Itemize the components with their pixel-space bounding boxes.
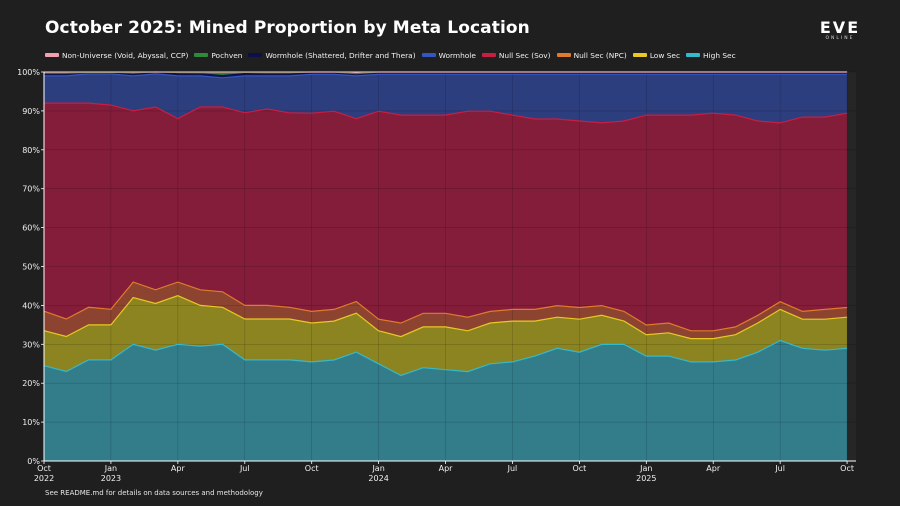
legend-swatch — [194, 53, 209, 57]
legend-label: Wormhole — [438, 50, 476, 60]
x-tick-label: Oct — [840, 464, 854, 473]
y-tick-label: 20% — [22, 379, 40, 388]
logo-main-text: EVE — [819, 18, 861, 37]
chart-legend: Non-Universe (Void, Abyssal, CCP) Pochven… — [45, 49, 742, 61]
legend-swatch — [45, 53, 59, 57]
chart-title: October 2025: Mined Proportion by Meta L… — [45, 18, 530, 38]
y-tick-label: 90% — [22, 107, 40, 116]
legend-label: Null Sec (Sov) — [498, 50, 551, 60]
line-wormhole — [44, 73, 848, 79]
y-tick-label: 80% — [22, 146, 40, 155]
legend-swatch — [686, 53, 701, 57]
x-tick-label: Jan — [371, 464, 384, 473]
x-tick-year: 2023 — [101, 474, 121, 483]
legend-swatch — [248, 53, 263, 57]
eve-online-logo: EVE ONLINE — [813, 20, 867, 42]
y-tick-label: 100% — [17, 68, 40, 77]
y-tick-label: 70% — [22, 185, 40, 194]
area-wormhole — [44, 73, 848, 123]
legend-item-null-sec-sov: Null Sec (Sov) — [481, 50, 551, 60]
legend-label: Wormhole (Shattered, Drifter and Thera) — [265, 50, 416, 60]
legend-item-low-sec: Low Sec — [632, 50, 681, 60]
legend-item-null-sec-npc: Null Sec (NPC) — [556, 50, 627, 60]
legend-label: Non-Universe (Void, Abyssal, CCP) — [62, 50, 189, 60]
footnote: See README.md for details on data source… — [45, 489, 263, 497]
line-null-sec-sov — [44, 102, 848, 124]
legend-swatch — [556, 53, 571, 57]
x-tick-year: 2022 — [34, 474, 54, 483]
x-tick-label: Oct — [305, 464, 319, 473]
x-tick-label: Apr — [439, 464, 454, 473]
logo-sub-text: ONLINE — [825, 36, 855, 41]
x-tick-label: Jan — [104, 464, 117, 473]
x-tick-label: Apr — [171, 464, 186, 473]
y-tick-label: 30% — [22, 340, 40, 349]
area-null-sec-sov — [44, 103, 848, 331]
legend-swatch — [632, 53, 647, 57]
x-tick-label: Oct — [37, 464, 51, 473]
x-tick-label: Oct — [572, 464, 586, 473]
x-tick-year: 2024 — [368, 474, 388, 483]
x-tick-label: Apr — [706, 464, 721, 473]
line-high-sec — [43, 339, 848, 377]
line-low-sec — [43, 295, 848, 340]
y-tick-label: 10% — [22, 418, 40, 427]
line-null-sec-npc — [43, 281, 848, 332]
legend-item-non-universe-void-abyssal-ccp: Non-Universe (Void, Abyssal, CCP) — [45, 51, 188, 60]
legend-swatch — [481, 53, 496, 57]
legend-label: Low Sec — [649, 50, 681, 60]
x-tick-label: Jul — [774, 464, 785, 473]
legend-item-wormhole-shattered-drifter-and-thera: Wormhole (Shattered, Drifter and Thera) — [248, 50, 416, 60]
legend-item-high-sec: High Sec — [686, 51, 736, 60]
x-tick-label: Jul — [239, 464, 250, 473]
x-tick-label: Jul — [507, 464, 518, 473]
y-tick-label: 0% — [27, 457, 40, 466]
y-tick-label: 50% — [22, 263, 40, 272]
legend-label: High Sec — [703, 50, 736, 60]
legend-swatch — [421, 53, 436, 57]
legend-label: Pochven — [211, 50, 243, 60]
x-tick-label: Jan — [639, 464, 652, 473]
legend-item-pochven: Pochven — [194, 51, 242, 60]
x-tick-year: 2025 — [636, 474, 656, 483]
y-tick-label: 40% — [22, 301, 40, 310]
legend-label: Null Sec (NPC) — [573, 50, 627, 60]
legend-item-wormhole: Wormhole — [421, 50, 476, 60]
y-tick-label: 60% — [22, 224, 40, 233]
area-high-sec — [44, 340, 848, 461]
